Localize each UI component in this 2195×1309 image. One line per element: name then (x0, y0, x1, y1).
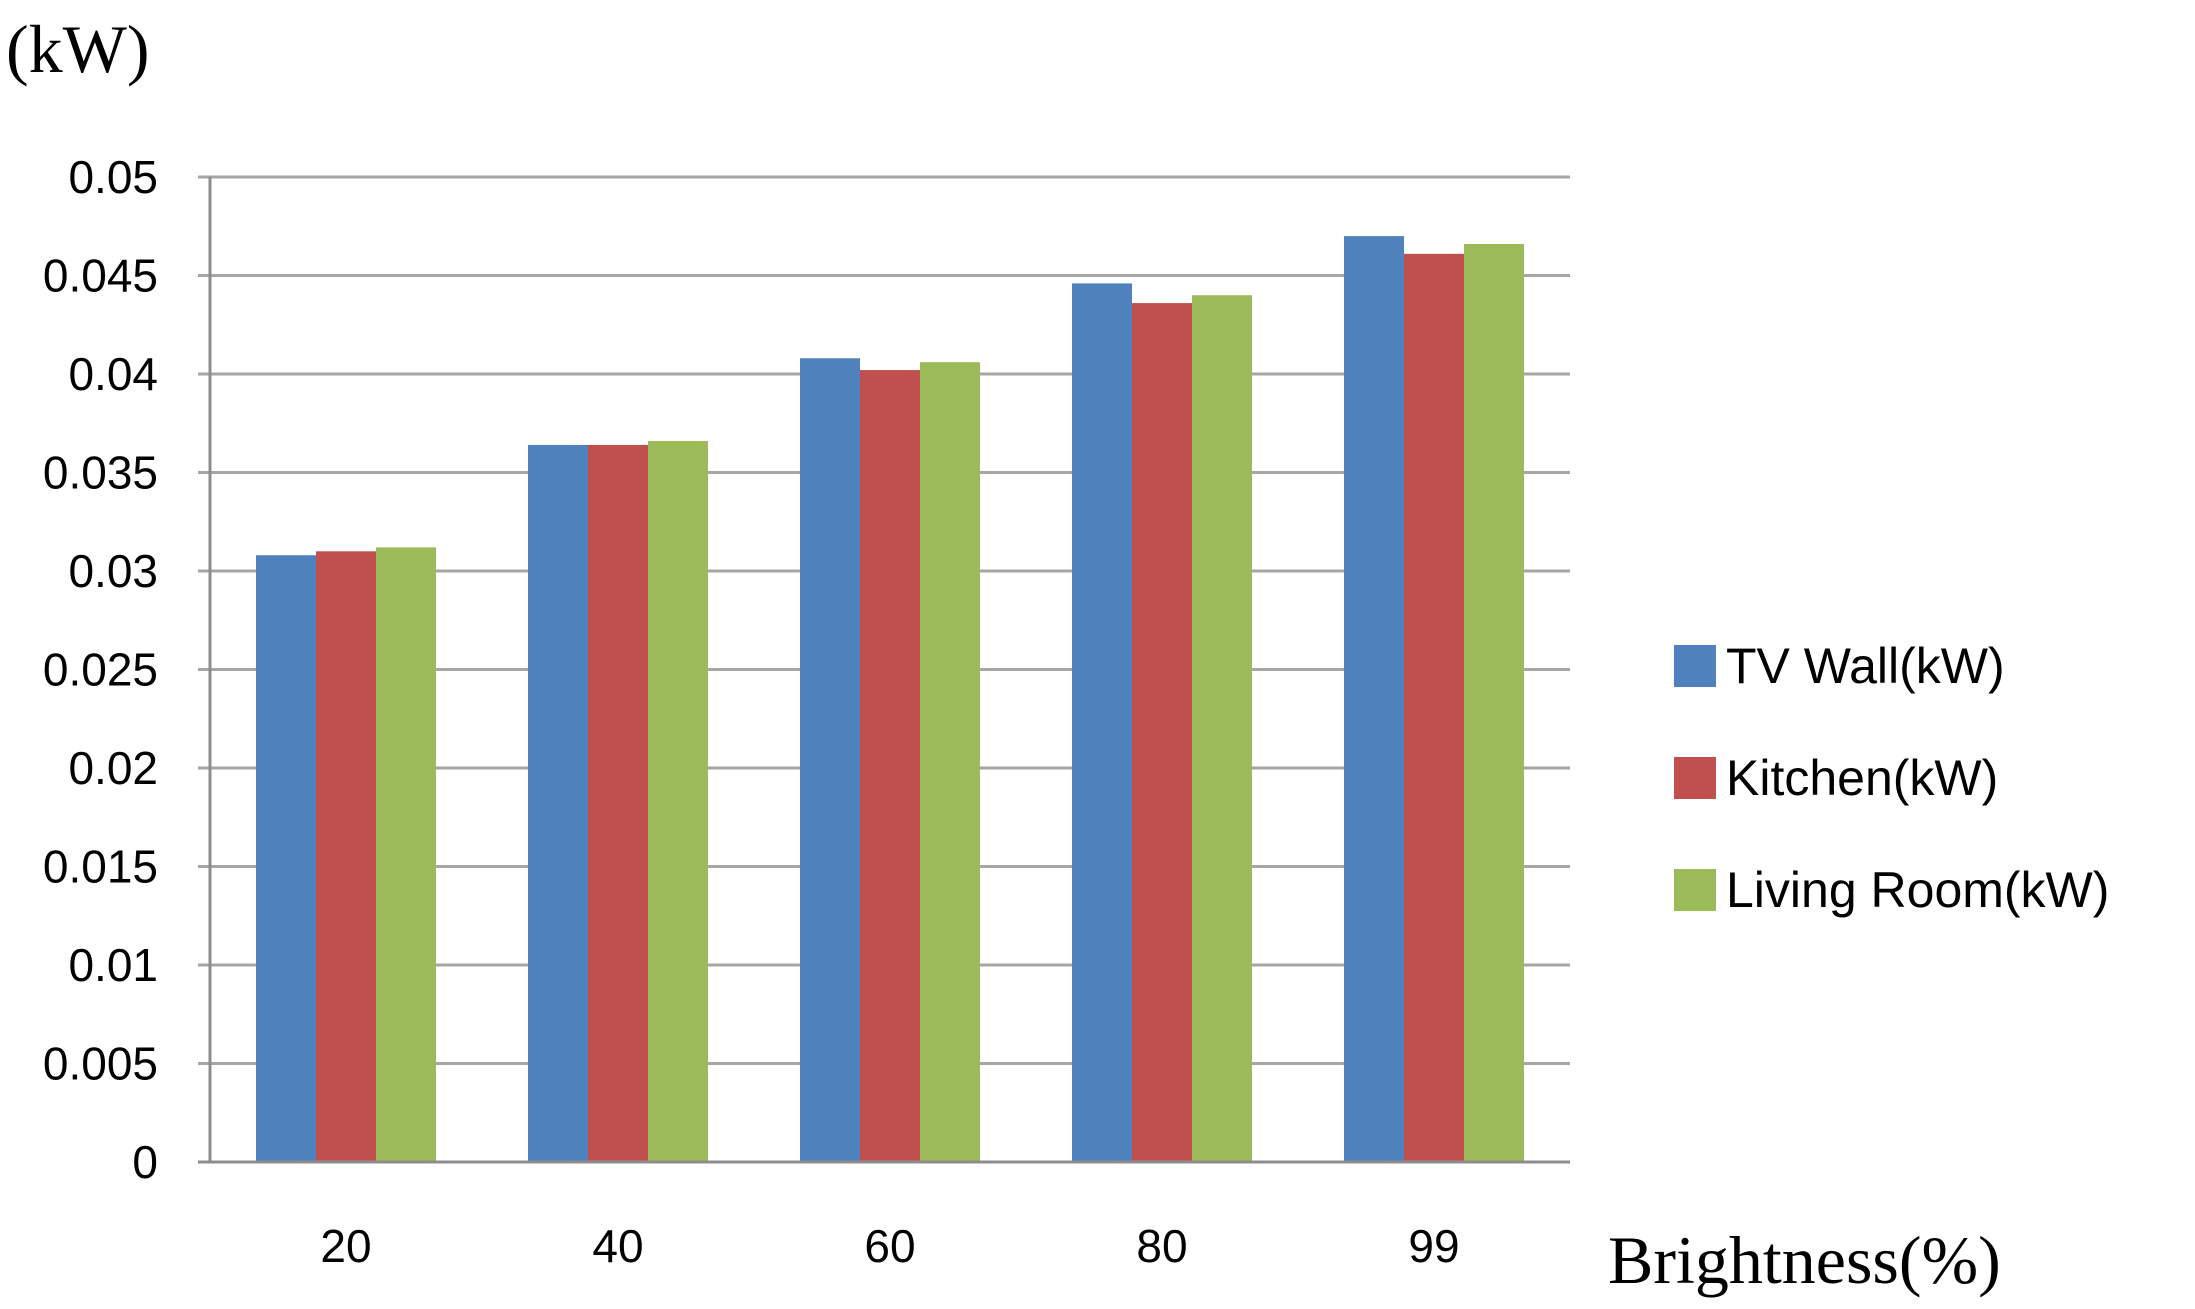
bar (316, 551, 376, 1162)
legend-label: Living Room(kW) (1726, 862, 2109, 918)
bar (1404, 253, 1464, 1162)
y-tick-label: 0.05 (68, 151, 158, 203)
bar (528, 444, 588, 1162)
bar (588, 444, 648, 1162)
y-tick-label: 0.02 (68, 742, 158, 794)
x-tick-label: 20 (320, 1220, 371, 1272)
bar (920, 362, 980, 1162)
bar (800, 358, 860, 1162)
y-tick-label: 0.03 (68, 545, 158, 597)
legend-swatch (1674, 645, 1716, 687)
bar (1192, 295, 1252, 1162)
axes (198, 177, 1570, 1164)
bar (648, 440, 708, 1163)
x-tick-label: 60 (864, 1220, 915, 1272)
legend-label: Kitchen(kW) (1726, 750, 1998, 806)
y-tick-label: 0.04 (68, 348, 158, 400)
bars (256, 236, 1524, 1163)
x-tick-label: 40 (592, 1220, 643, 1272)
x-tick-label: 99 (1408, 1220, 1459, 1272)
bar (1072, 283, 1132, 1162)
bar (256, 555, 316, 1162)
y-tick-label: 0.035 (43, 447, 158, 499)
x-axis-title: Brightness(%) (1608, 1222, 2001, 1298)
y-tick-label: 0.01 (68, 939, 158, 991)
y-tick-label: 0.015 (43, 841, 158, 893)
bar (1132, 303, 1192, 1163)
y-tick-label: 0.005 (43, 1038, 158, 1090)
y-tick-label: 0.025 (43, 644, 158, 696)
y-tick-label: 0 (132, 1136, 158, 1188)
bar (1464, 243, 1524, 1163)
legend-swatch (1674, 757, 1716, 799)
legend-swatch (1674, 869, 1716, 911)
bar (860, 370, 920, 1162)
x-tick-label: 80 (1136, 1220, 1187, 1272)
legend-label: TV Wall(kW) (1726, 638, 2005, 694)
x-tick-labels: 20 40 60 80 99 (320, 1220, 1459, 1272)
y-tick-label: 0.045 (43, 250, 158, 302)
y-tick-labels: 0 0.005 0.01 0.015 0.02 0.025 0.03 0.035 0.04 0.0… (43, 151, 158, 1188)
y-axis-title: (kW) (6, 11, 149, 87)
bar (376, 547, 436, 1162)
legend: TV Wall(kW) Kitchen(kW) Living Room(kW) (1674, 638, 2109, 918)
bar (1344, 236, 1404, 1163)
